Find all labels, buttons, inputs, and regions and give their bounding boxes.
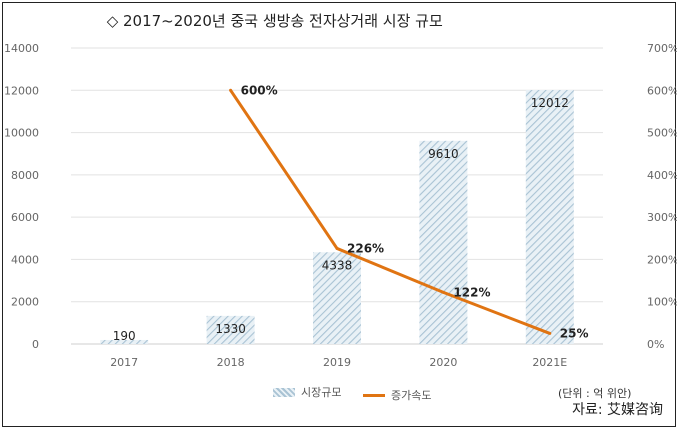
growth-point (441, 290, 445, 294)
bar-value-label: 9610 (428, 147, 459, 161)
growth-point (335, 246, 339, 250)
growth-value-label: 25% (560, 326, 589, 340)
legend-item-growth-rate: 증가속도 (362, 387, 432, 403)
left-tick-label: 10000 (4, 127, 39, 140)
left-tick-label: 14000 (4, 42, 39, 55)
left-tick-label: 4000 (11, 253, 39, 266)
left-tick-label: 12000 (4, 84, 39, 97)
x-tick-label: 2020 (429, 356, 457, 369)
bar-value-label: 190 (113, 329, 136, 343)
legend: 시장규모 증가속도 (273, 384, 449, 403)
chart-title-text: 2017~2020년 중국 생방송 전자상거래 시장 규모 (123, 12, 443, 30)
left-axis-ticks: 0 2000 4000 6000 8000 10000 12000 14000 (4, 42, 39, 351)
legend-label-growth-rate: 증가속도 (390, 389, 432, 402)
source-note: 자료: 艾媒咨询 (572, 402, 663, 418)
growth-line (229, 88, 552, 335)
growth-value-labels: 600% 226% 122% 25% (241, 83, 589, 340)
growth-point (229, 88, 233, 92)
legend-bar-swatch (273, 387, 295, 397)
right-tick-label: 400% (647, 169, 677, 182)
diamond-icon: ◇ (106, 12, 119, 30)
x-tick-label: 2017 (110, 356, 138, 369)
left-tick-label: 8000 (11, 169, 39, 182)
growth-point (548, 331, 552, 335)
bar-value-labels: 190 1330 4338 9610 12012 (113, 96, 569, 343)
bar-value-label: 12012 (531, 96, 569, 110)
left-tick-label: 0 (32, 338, 39, 351)
bar (419, 140, 468, 344)
right-tick-label: 600% (647, 84, 677, 97)
bar (206, 315, 255, 344)
left-tick-label: 2000 (11, 296, 39, 309)
growth-value-label: 226% (347, 241, 384, 255)
legend-label-market-size: 시장규모 (301, 386, 342, 399)
legend-item-market-size: 시장규모 (273, 384, 341, 400)
chart-frame: ◇ 2017~2020년 중국 생방송 전자상거래 시장 규모 0 2000 4000… (2, 2, 677, 427)
right-tick-label: 200% (647, 253, 677, 266)
bar-value-label: 1330 (215, 322, 246, 336)
growth-value-label: 122% (453, 285, 490, 299)
left-tick-label: 6000 (11, 211, 39, 224)
legend-line-swatch (362, 393, 385, 397)
unit-note: (단위 : 억 위안) (558, 387, 632, 400)
growth-value-label: 600% (241, 83, 278, 97)
growth-line-path (229, 89, 551, 335)
bar (525, 90, 574, 344)
bar (100, 339, 149, 344)
bar-value-label: 4338 (322, 258, 353, 272)
chart-title: ◇ 2017~2020년 중국 생방송 전자상거래 시장 규모 (106, 10, 443, 31)
right-tick-label: 100% (647, 296, 677, 309)
right-tick-label: 500% (647, 127, 677, 140)
x-tick-label: 2018 (217, 356, 245, 369)
bar (313, 252, 361, 344)
right-tick-label: 0% (647, 338, 664, 351)
right-axis-ticks: 0% 100% 200% 300% 400% 500% 600% 700% (647, 42, 677, 351)
x-axis-labels: 2017 2018 2019 2020 2021E (110, 356, 567, 369)
x-tick-label: 2021E (532, 356, 567, 369)
x-tick-label: 2019 (323, 356, 351, 369)
chart-svg: 0 2000 4000 6000 8000 10000 12000 14000 0% 100% 2… (4, 42, 677, 369)
bars (100, 90, 574, 344)
right-tick-label: 300% (647, 211, 677, 224)
right-tick-label: 700% (647, 42, 677, 55)
